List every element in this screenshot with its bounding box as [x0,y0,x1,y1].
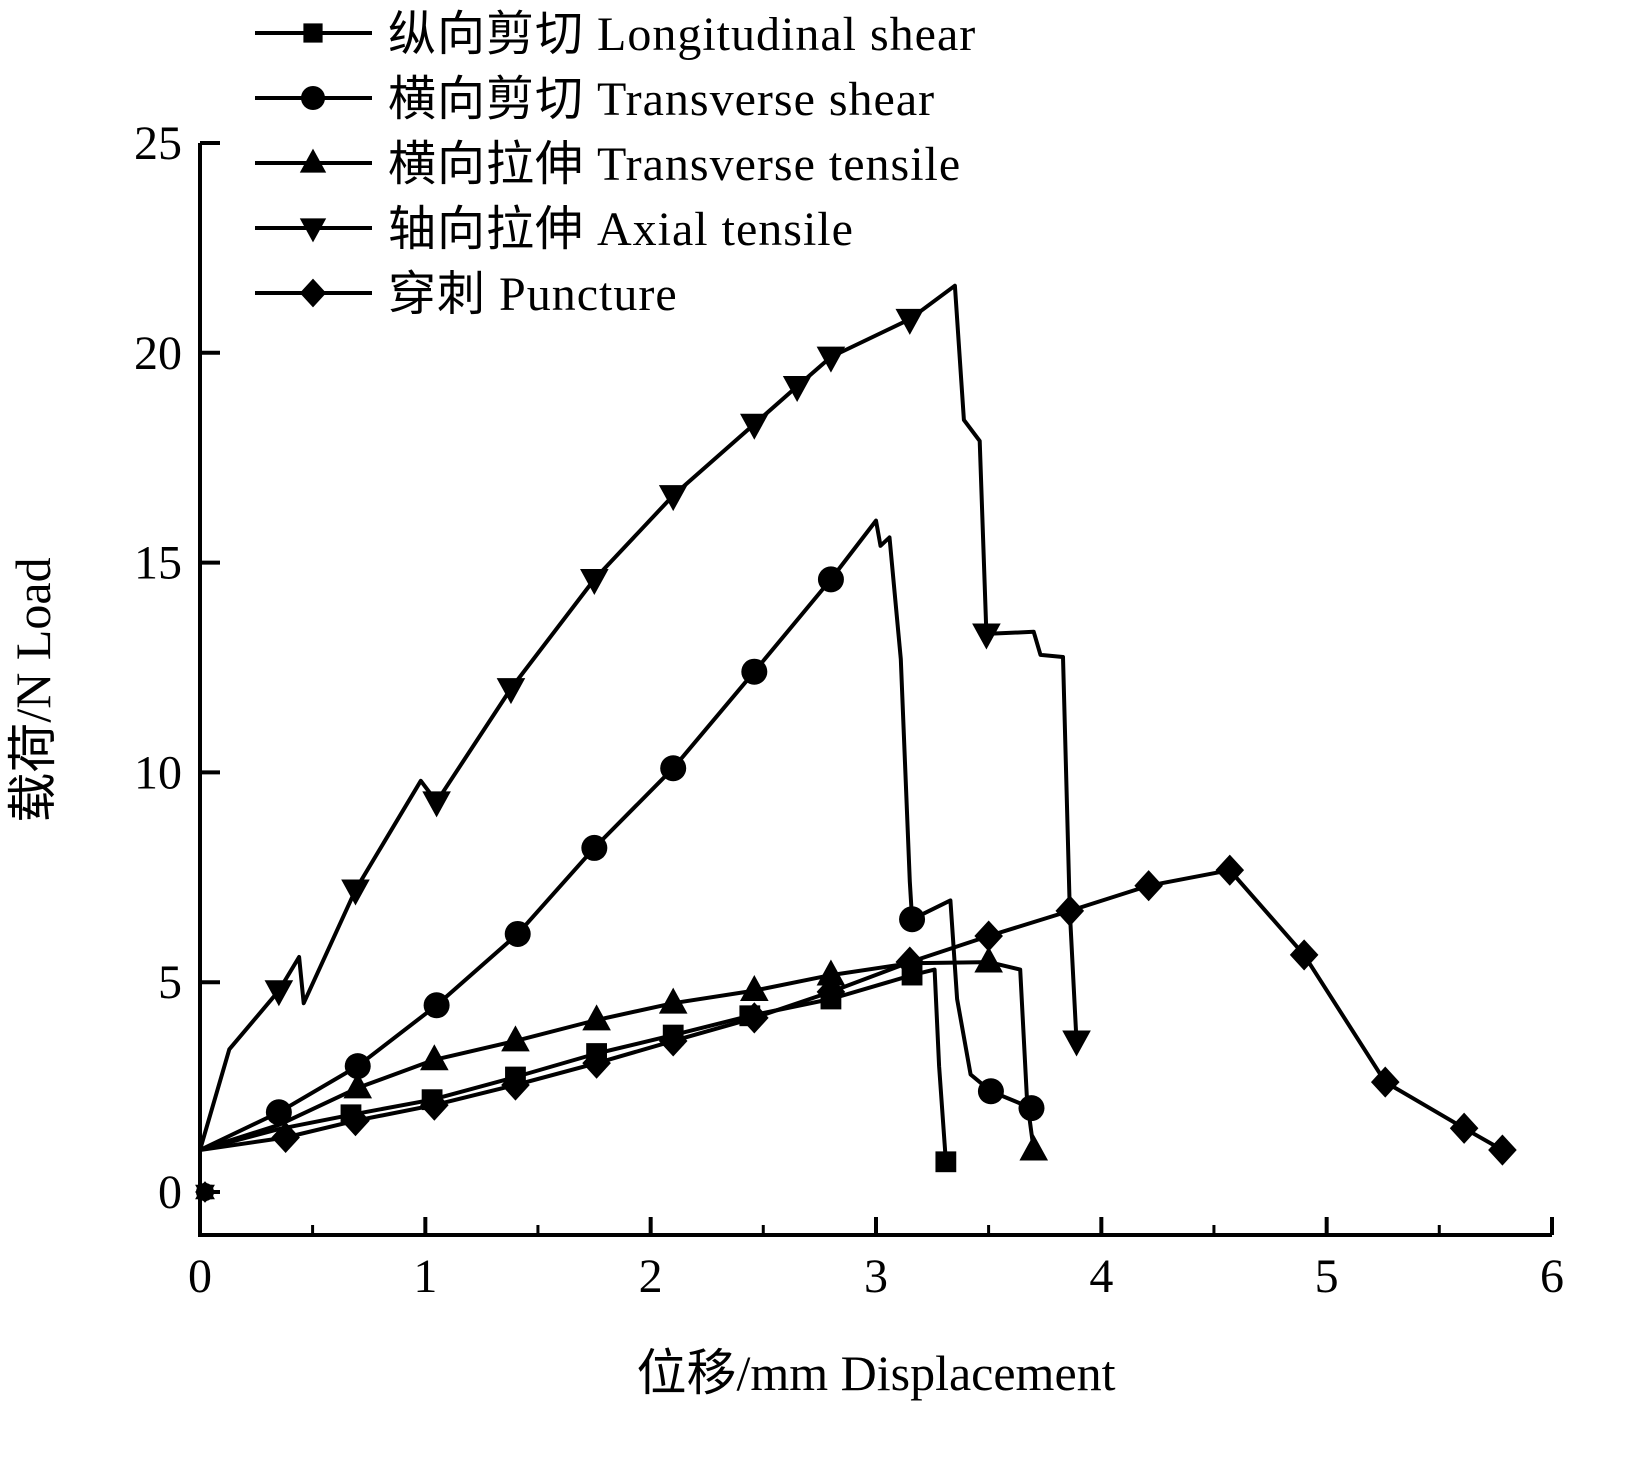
circle-marker [741,658,768,685]
legend-label: 穿刺 Puncture [388,268,678,321]
legend-label: 纵向剪切 Longitudinal shear [388,8,976,61]
triangle-down-marker [658,485,688,512]
y-tick-label: 10 [134,746,182,799]
series-line [199,960,1036,1152]
plot-area [195,283,1517,1203]
circle-marker [265,1099,292,1126]
diamond-marker [299,278,327,308]
legend-label: 轴向拉伸 Axial tensile [388,203,854,256]
diamond-marker [1488,1134,1517,1166]
diamond-marker [271,1121,300,1154]
axes: 0 1 2 3 4 5 6 0 5 10 15 20 25 [134,117,1564,1303]
diamond-marker [1289,939,1319,971]
triangle-up-marker [740,974,769,1001]
triangle-up-marker [816,959,846,986]
diamond-marker [1215,854,1245,886]
diamond-marker [816,976,846,1008]
triangle-down-marker [299,218,327,243]
circle-marker [1018,1095,1045,1122]
legend-item: 横向拉伸 Transverse tensile [255,138,961,191]
triangle-down-marker [341,879,370,906]
y-tick-label: 5 [158,956,182,1009]
triangle-down-marker [816,346,846,373]
diamond-marker [1449,1112,1479,1144]
series-square [197,964,957,1200]
series-triangle-down [195,283,1091,1203]
series-triangle-up [195,946,1049,1200]
triangle-up-marker [974,946,1003,973]
triangle-down-marker [895,308,925,335]
x-tick-label: 5 [1315,1250,1339,1303]
triangle-down-marker [972,623,1001,650]
x-tick-label: 4 [1089,1250,1113,1303]
triangle-up-marker [582,1004,611,1031]
diamond-marker [740,1002,769,1034]
series-circle [196,518,1045,1201]
circle-marker [660,755,687,782]
legend-item: 轴向拉伸 Axial tensile [255,203,854,256]
diamond-marker [582,1047,611,1079]
y-tick-label: 20 [134,327,182,380]
diamond-marker [1370,1066,1400,1098]
triangle-down-marker [264,980,294,1007]
diamond-marker [420,1089,449,1121]
circle-marker [504,920,531,947]
triangle-up-marker [420,1044,449,1071]
triangle-up-marker [299,148,327,173]
triangle-down-marker [740,413,769,440]
square-marker [303,23,323,43]
circle-marker [977,1078,1004,1105]
triangle-down-marker [496,678,526,705]
legend-item: 纵向剪切 Longitudinal shear [255,8,976,61]
triangle-up-marker [343,1072,373,1099]
diamond-marker [501,1069,530,1101]
x-tick-label: 1 [413,1250,437,1303]
x-tick-label: 3 [864,1250,888,1303]
x-tick-label: 2 [639,1250,663,1303]
series-line [199,518,1033,1152]
triangle-down-marker [1062,1030,1091,1057]
series-line [199,868,1504,1152]
y-tick-label: 25 [134,117,182,170]
circle-marker [899,906,926,933]
diamond-marker [341,1105,370,1137]
triangle-down-marker [580,568,609,595]
diamond-marker [195,1181,215,1203]
series-line [198,283,1079,1151]
circle-marker [817,566,844,593]
triangle-down-marker [422,791,451,818]
x-tick-label: 6 [1540,1250,1564,1303]
circle-marker [301,86,325,110]
legend-item: 横向剪切 Transverse shear [255,73,935,126]
legend-label: 横向剪切 Transverse shear [388,73,935,126]
diamond-marker [658,1025,688,1057]
diamond-marker [895,946,925,978]
legend-item: 穿刺 Puncture [255,268,678,321]
triangle-up-marker [1019,1134,1049,1161]
series-diamond [195,854,1517,1203]
legend: 纵向剪切 Longitudinal shear 横向剪切 Transverse s… [255,8,976,321]
y-axis-label: 载荷/N Load [5,557,61,822]
circle-marker [423,992,450,1019]
circle-marker [581,834,608,861]
y-tick-label: 0 [158,1166,182,1219]
circle-marker [344,1053,371,1080]
triangle-up-marker [501,1025,530,1052]
diamond-marker [1134,870,1163,902]
y-tick-label: 15 [134,537,182,590]
triangle-up-marker [658,987,688,1014]
triangle-down-marker [782,375,812,402]
diamond-marker [974,920,1003,952]
square-marker [935,1151,957,1173]
diamond-marker [1055,895,1085,927]
x-axis-label: 位移/mm Displacement [636,1345,1115,1401]
legend-label: 横向拉伸 Transverse tensile [388,138,961,191]
x-tick-label: 0 [188,1250,212,1303]
